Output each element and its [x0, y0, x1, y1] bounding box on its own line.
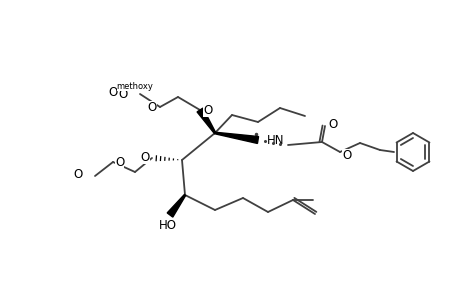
- Text: O: O: [202, 103, 212, 116]
- Text: methoxy: methoxy: [116, 82, 153, 91]
- Text: O: O: [341, 148, 351, 161]
- Polygon shape: [214, 132, 258, 143]
- Text: O: O: [115, 155, 124, 169]
- Text: O: O: [108, 85, 118, 98]
- Text: O: O: [147, 100, 157, 113]
- Text: O: O: [118, 88, 128, 100]
- Polygon shape: [167, 194, 185, 217]
- Text: O: O: [73, 167, 83, 181]
- Text: HN: HN: [266, 134, 283, 146]
- Text: O: O: [140, 151, 150, 164]
- Polygon shape: [196, 108, 215, 134]
- Text: HO: HO: [159, 219, 177, 232]
- Text: O: O: [327, 118, 336, 130]
